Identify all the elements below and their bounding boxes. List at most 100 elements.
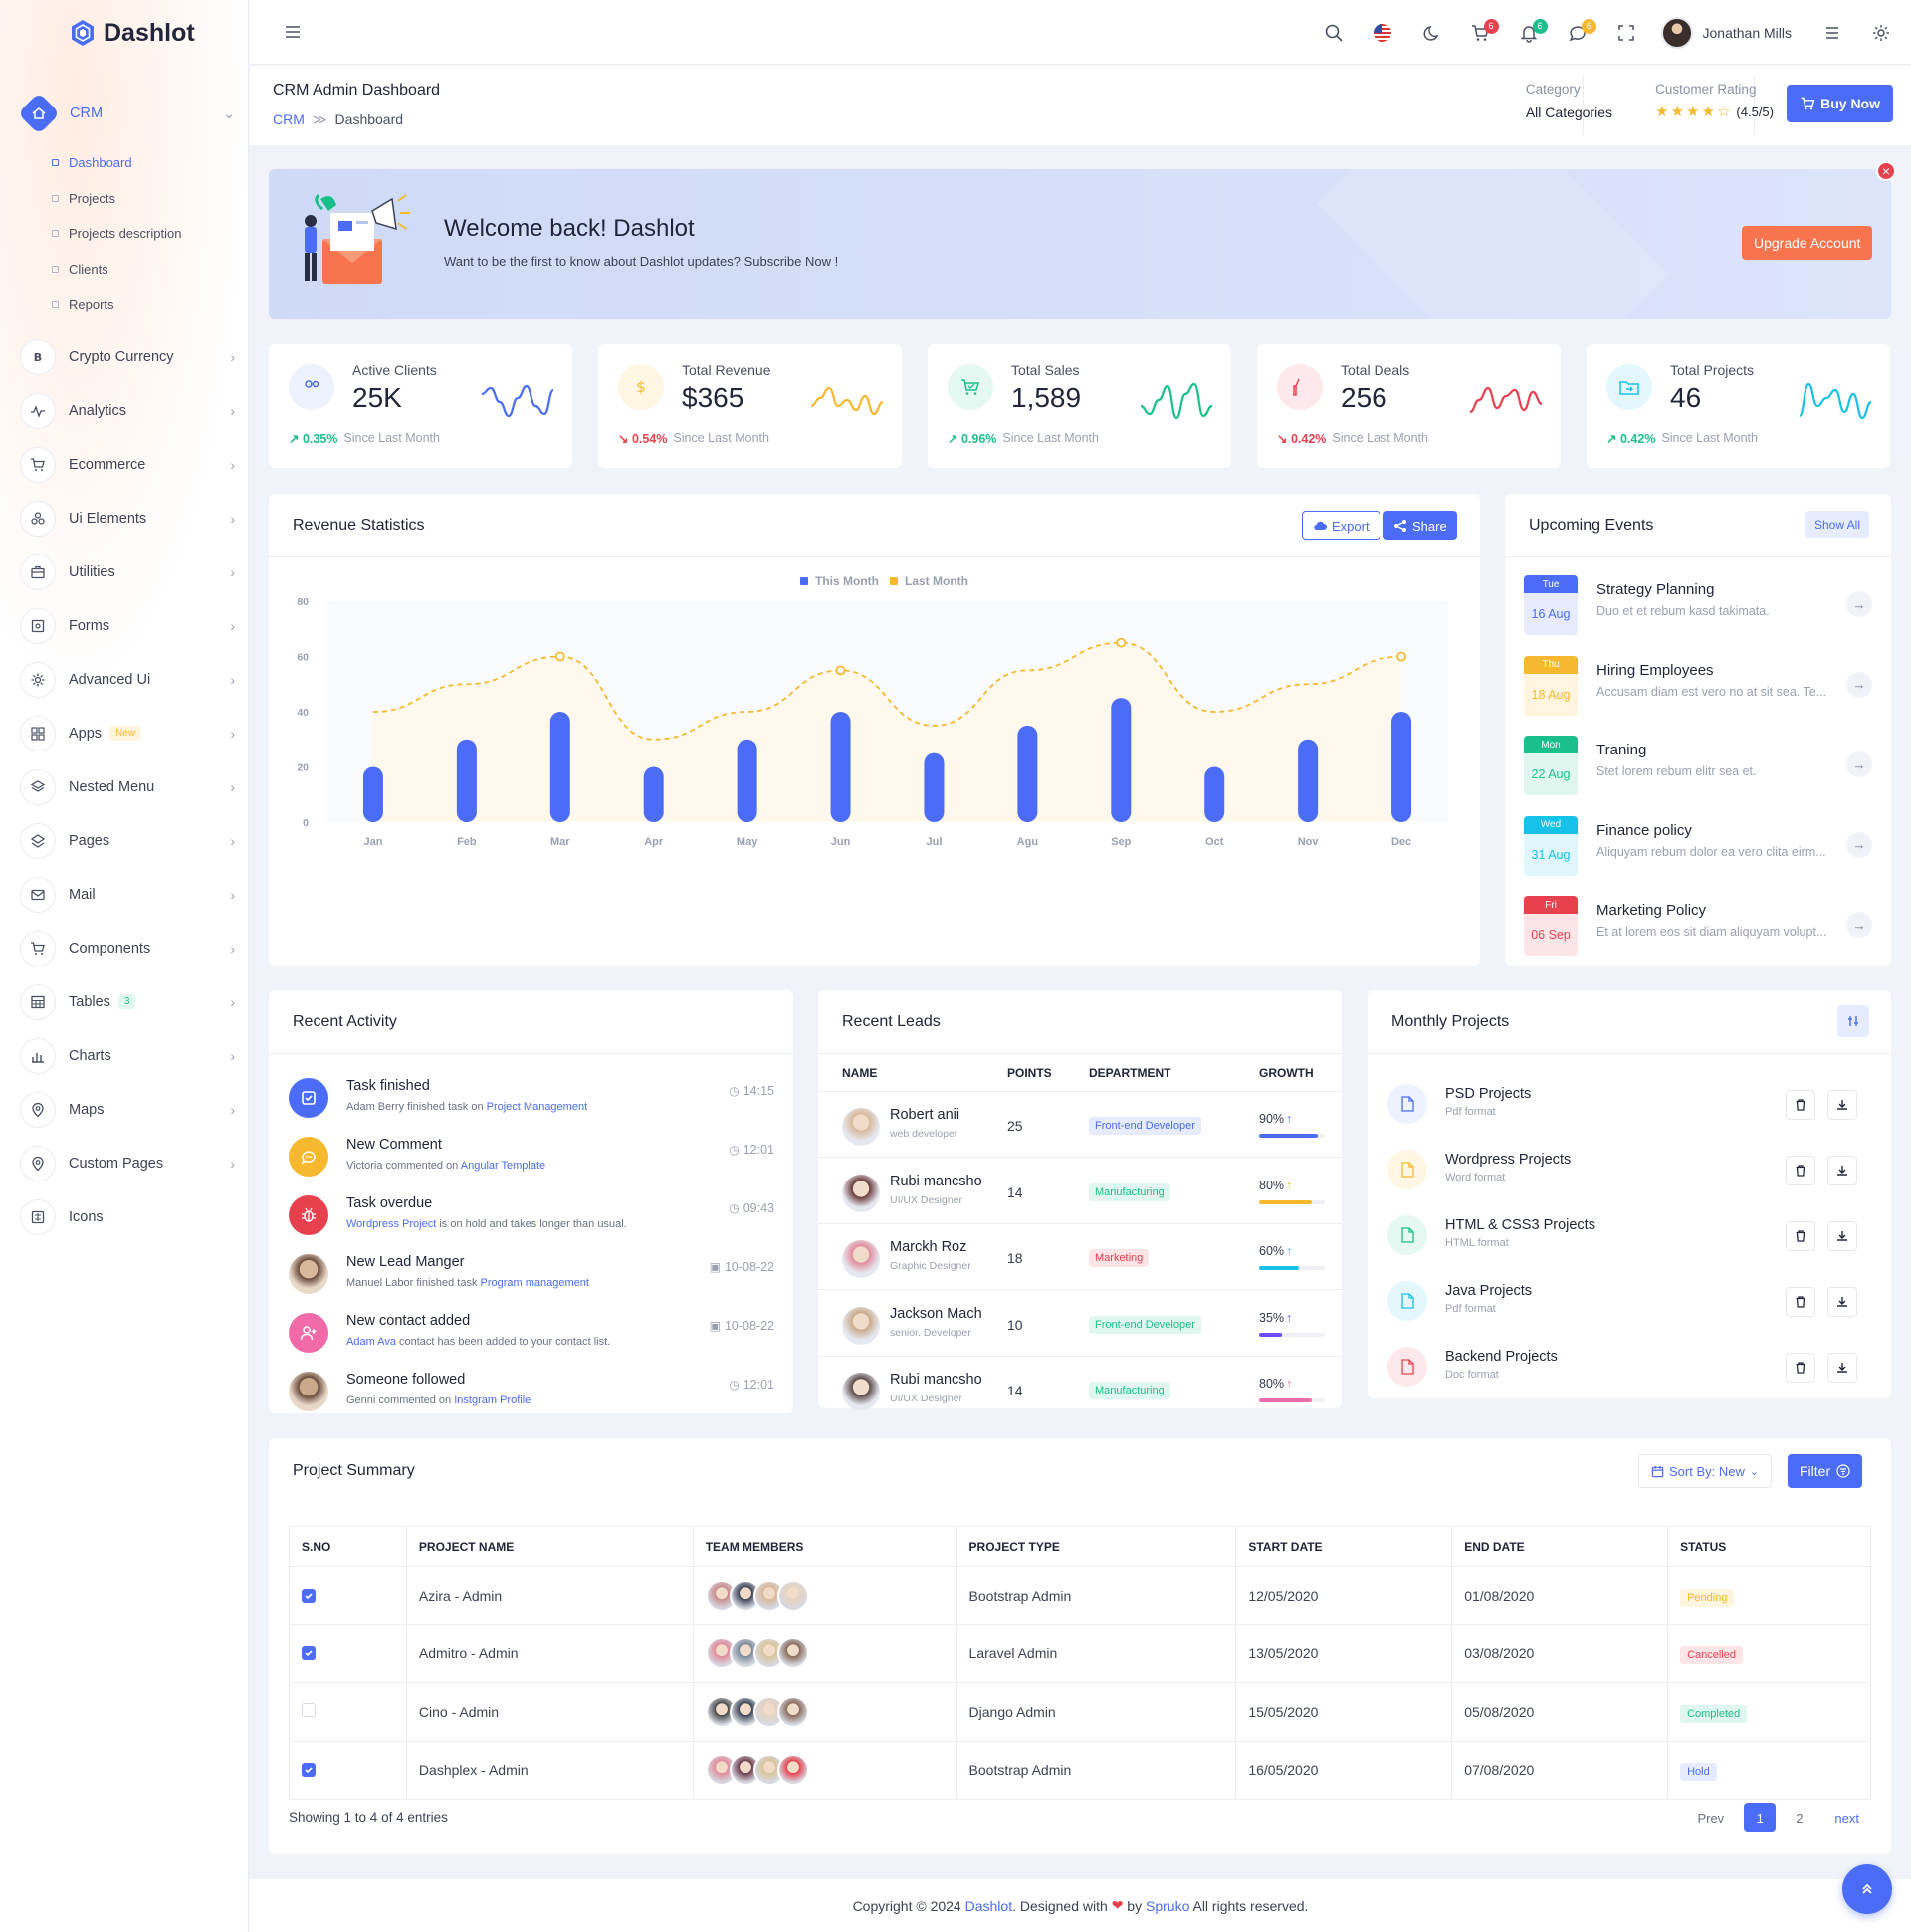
footer-brand-link[interactable]: Dashlot bbox=[964, 1897, 1013, 1914]
event-item[interactable]: Mon 22 Aug Traning Stet lorem rebum elitr s… bbox=[1524, 736, 1872, 795]
sidebar-item-advanced-ui[interactable]: Advanced Ui › bbox=[0, 653, 249, 707]
sidebar-subitem-projects-description[interactable]: Projects description bbox=[52, 216, 249, 252]
sidebar-item-label: Crypto Currency bbox=[69, 349, 230, 365]
row-checkbox[interactable] bbox=[302, 1763, 316, 1778]
close-banner-button[interactable]: × bbox=[1876, 161, 1896, 181]
activity-title: New contact added bbox=[346, 1313, 471, 1329]
event-item[interactable]: Tue 16 Aug Strategy Planning Duo et et rebu… bbox=[1524, 575, 1872, 635]
delete-button[interactable] bbox=[1786, 1353, 1815, 1383]
sidebar-item-tables[interactable]: Tables 3 › bbox=[0, 975, 249, 1029]
y-tick-label: 80 bbox=[297, 596, 309, 608]
language-button[interactable] bbox=[1359, 13, 1407, 53]
back-to-top-button[interactable] bbox=[1842, 1864, 1892, 1914]
row-checkbox[interactable] bbox=[302, 1588, 316, 1603]
table-row[interactable]: Robert anii web developer 25 Front-end Deve… bbox=[818, 1092, 1342, 1158]
sidebar-item-charts[interactable]: Charts › bbox=[0, 1029, 249, 1083]
event-day: Thu bbox=[1524, 655, 1578, 674]
search-button[interactable] bbox=[1310, 13, 1359, 53]
export-button[interactable]: Export bbox=[1302, 511, 1380, 540]
team-avatars bbox=[705, 1579, 956, 1611]
settings-button[interactable] bbox=[1856, 13, 1905, 53]
download-button[interactable] bbox=[1827, 1090, 1857, 1120]
sidebar-item-pages[interactable]: Pages › bbox=[0, 814, 249, 868]
sidebar-item-icons[interactable]: Icons bbox=[0, 1190, 249, 1244]
footer-author-link[interactable]: Spruko bbox=[1146, 1897, 1190, 1914]
sidebar-item-apps[interactable]: Apps New › bbox=[0, 707, 249, 760]
page-1-button[interactable]: 1 bbox=[1744, 1803, 1777, 1832]
lead-role: senior. Developer bbox=[890, 1326, 971, 1339]
page-2-button[interactable]: 2 bbox=[1796, 1810, 1804, 1825]
user-menu[interactable]: Jonathan Mills bbox=[1660, 16, 1792, 49]
category-selector[interactable]: Category All Categories bbox=[1526, 82, 1612, 120]
prev-page-button[interactable]: Prev bbox=[1697, 1810, 1725, 1825]
sort-dropdown[interactable]: Sort By: New ⌄ bbox=[1638, 1454, 1773, 1488]
brand[interactable]: Dashlot bbox=[70, 18, 195, 48]
row-checkbox[interactable] bbox=[302, 1646, 316, 1661]
row-checkbox[interactable] bbox=[302, 1703, 316, 1718]
event-item[interactable]: Wed 31 Aug Finance policy Aliquyam rebum do… bbox=[1524, 815, 1872, 876]
table-row[interactable]: Rubi mancsho UI/UX Designer 14 Manufacturin… bbox=[818, 1357, 1342, 1422]
sidebar-item-mail[interactable]: Mail › bbox=[0, 868, 249, 922]
messages-button[interactable]: 6 bbox=[1554, 13, 1602, 53]
fullscreen-button[interactable] bbox=[1602, 13, 1651, 53]
arrow-right-icon[interactable]: → bbox=[1846, 912, 1872, 938]
next-page-button[interactable]: next bbox=[1834, 1810, 1859, 1825]
cart-button[interactable]: 6 bbox=[1456, 13, 1505, 53]
menu-toggle-icon[interactable] bbox=[284, 24, 302, 40]
activity-text: Adam Berry finished task on bbox=[346, 1101, 487, 1113]
arrow-right-icon[interactable]: → bbox=[1846, 831, 1872, 858]
sidebar-item-crypto-currency[interactable]: B Crypto Currency › bbox=[0, 330, 249, 384]
sidebar-item-ui-elements[interactable]: Ui Elements › bbox=[0, 492, 249, 545]
chevron-right-icon: › bbox=[230, 1155, 235, 1172]
table-row[interactable]: Rubi mancsho UI/UX Designer 14 Manufacturin… bbox=[818, 1159, 1342, 1224]
download-button[interactable] bbox=[1827, 1221, 1857, 1251]
event-day: Tue bbox=[1524, 575, 1578, 593]
sidebar-subitem-projects[interactable]: Projects bbox=[52, 181, 249, 217]
sidebar-item-utilities[interactable]: Utilities › bbox=[0, 545, 249, 599]
notification-button[interactable]: 6 bbox=[1505, 13, 1554, 53]
table-row[interactable]: Marckh Roz Graphic Designer 18 Marketing 60%… bbox=[818, 1224, 1342, 1290]
activity-link[interactable]: Wordpress Project bbox=[346, 1218, 437, 1230]
download-button[interactable] bbox=[1827, 1353, 1857, 1383]
activity-link[interactable]: Adam Ava bbox=[346, 1336, 396, 1348]
sidebar-item-ecommerce[interactable]: Ecommerce › bbox=[0, 438, 249, 492]
event-item[interactable]: Fri 06 Sep Marketing Policy Et at lorem eos… bbox=[1524, 896, 1872, 956]
table-row[interactable]: Jackson Mach senior. Developer 10 Front-end… bbox=[818, 1291, 1342, 1357]
activity-link[interactable]: Angular Template bbox=[460, 1160, 546, 1172]
share-button[interactable]: Share bbox=[1383, 511, 1457, 540]
activity-link[interactable]: Program management bbox=[480, 1277, 589, 1289]
sidebar-item-analytics[interactable]: Analytics › bbox=[0, 384, 249, 438]
sidebar-item-forms[interactable]: Forms › bbox=[0, 599, 249, 653]
search-icon bbox=[1325, 24, 1343, 42]
sidebar-item-nested-menu[interactable]: Nested Menu › bbox=[0, 760, 249, 814]
arrow-right-icon[interactable]: → bbox=[1846, 751, 1872, 777]
event-item[interactable]: Thu 18 Aug Hiring Employees Accusam diam es… bbox=[1524, 655, 1872, 716]
gear-icon bbox=[1872, 24, 1889, 41]
arrow-right-icon[interactable]: → bbox=[1846, 591, 1872, 617]
breadcrumb-crm[interactable]: CRM bbox=[273, 111, 305, 127]
sidebar-item-crm[interactable]: CRM ⌄ bbox=[0, 87, 249, 140]
delete-button[interactable] bbox=[1786, 1221, 1815, 1251]
upgrade-account-button[interactable]: Upgrade Account bbox=[1742, 226, 1873, 260]
sidebar-subitem-clients[interactable]: Clients bbox=[52, 252, 249, 288]
sidebar-item-custom-pages[interactable]: Custom Pages › bbox=[0, 1137, 249, 1190]
filter-button[interactable]: Filter bbox=[1788, 1454, 1863, 1488]
activity-link[interactable]: Project Management bbox=[486, 1101, 588, 1113]
delete-button[interactable] bbox=[1786, 1090, 1815, 1120]
download-button[interactable] bbox=[1827, 1156, 1857, 1185]
sidebar-subitem-dashboard[interactable]: Dashboard bbox=[52, 145, 249, 181]
sidebar-subitem-reports[interactable]: Reports bbox=[52, 287, 249, 322]
delete-button[interactable] bbox=[1786, 1287, 1815, 1317]
buy-now-button[interactable]: Buy Now bbox=[1787, 85, 1893, 122]
trash-icon bbox=[1796, 1230, 1805, 1242]
sidebar-item-components[interactable]: Components › bbox=[0, 922, 249, 975]
theme-toggle-button[interactable] bbox=[1407, 13, 1456, 53]
download-button[interactable] bbox=[1827, 1287, 1857, 1317]
show-all-button[interactable]: Show All bbox=[1805, 511, 1869, 538]
delete-button[interactable] bbox=[1786, 1156, 1815, 1185]
activity-link[interactable]: Instgram Profile bbox=[454, 1395, 531, 1406]
sort-options-button[interactable] bbox=[1837, 1005, 1869, 1037]
arrow-right-icon[interactable]: → bbox=[1846, 671, 1872, 698]
sidebar-item-maps[interactable]: Maps › bbox=[0, 1083, 249, 1137]
switcher-button[interactable] bbox=[1807, 13, 1856, 53]
